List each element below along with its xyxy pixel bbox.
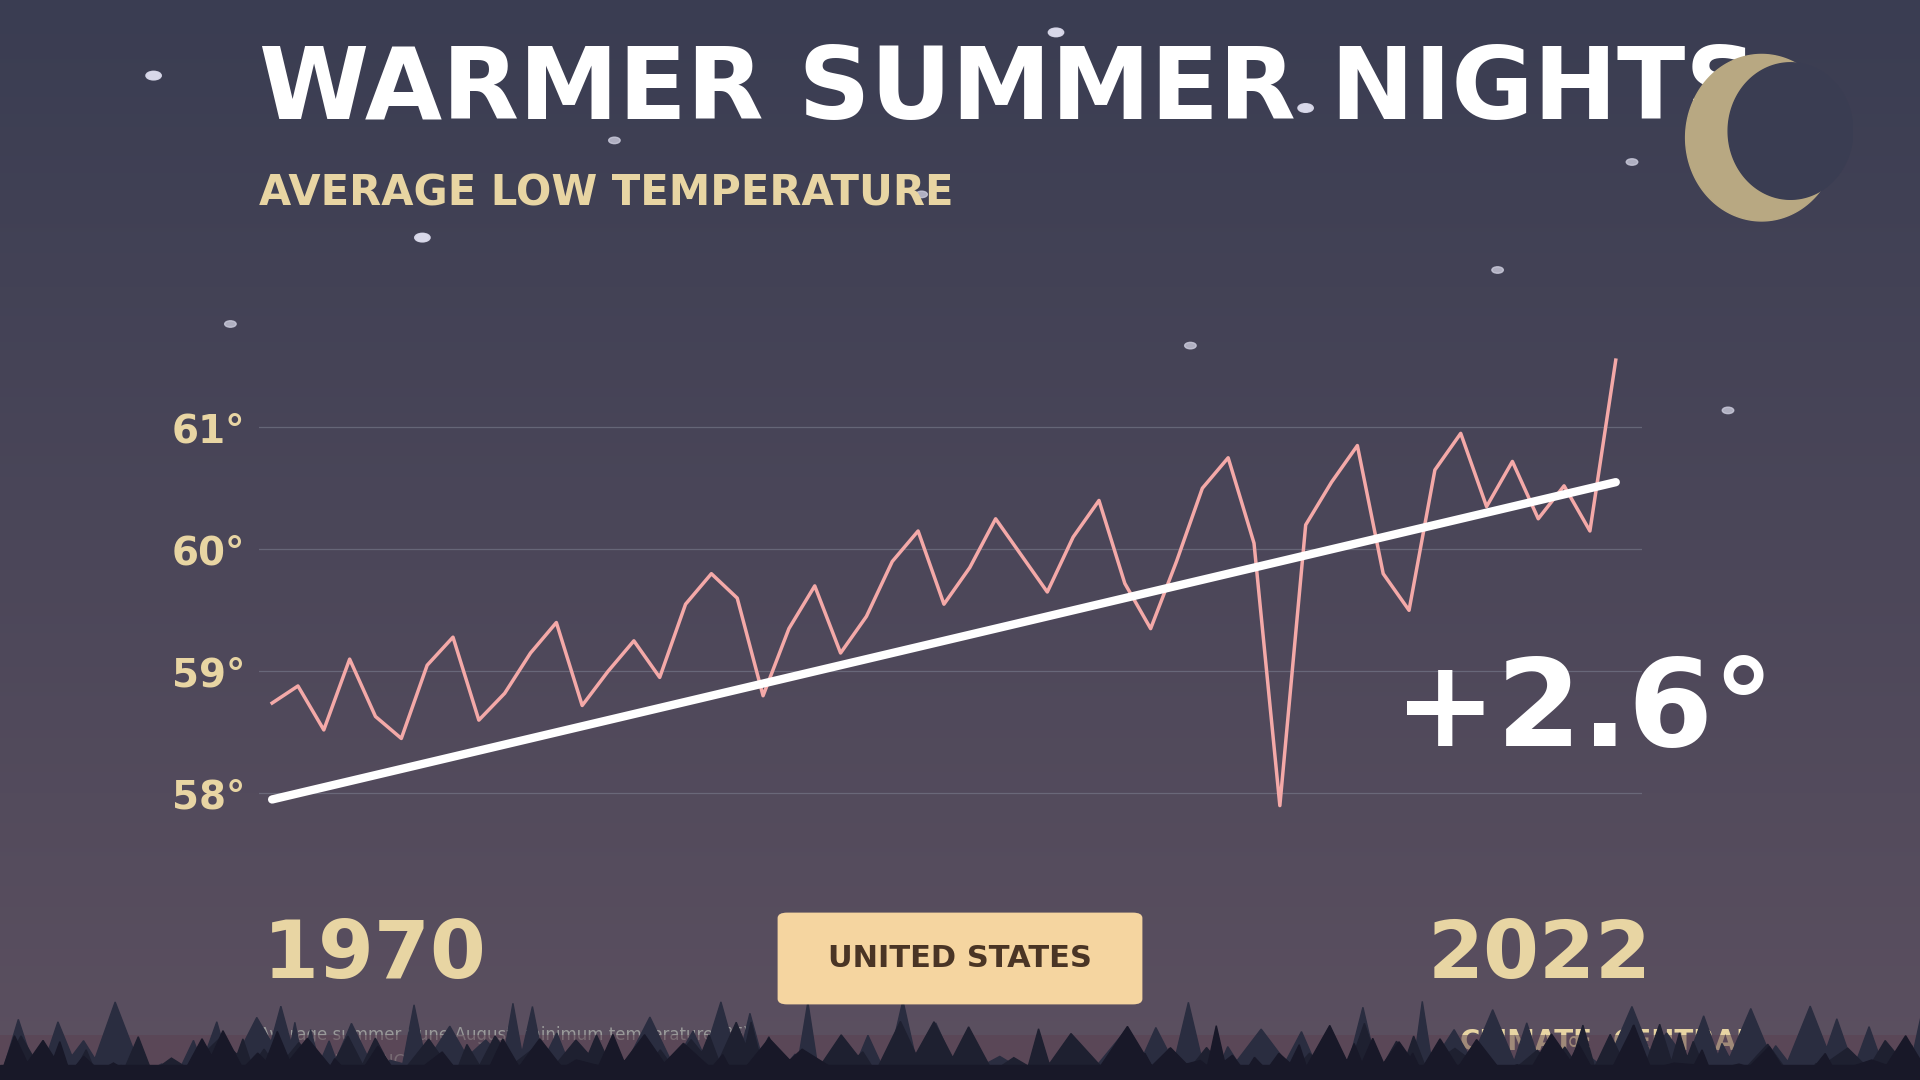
Polygon shape: [1686, 54, 1837, 221]
Text: 2022: 2022: [1427, 917, 1651, 995]
Text: UNITED STATES: UNITED STATES: [828, 944, 1092, 973]
Text: WARMER SUMMER NIGHTS: WARMER SUMMER NIGHTS: [259, 43, 1757, 140]
Text: ∞: ∞: [1565, 1028, 1592, 1057]
Polygon shape: [0, 1065, 1920, 1080]
Polygon shape: [0, 1022, 1920, 1080]
Text: 1970: 1970: [263, 917, 488, 995]
FancyBboxPatch shape: [0, 1035, 1920, 1080]
Text: +2.6°: +2.6°: [1394, 654, 1774, 771]
Text: CLIMATE: CLIMATE: [1459, 1028, 1592, 1056]
Polygon shape: [0, 1000, 1920, 1080]
Text: Average summer (June-August) minimum temperature (°F)
Source: NOAA/NCEI Climate : Average summer (June-August) minimum tem…: [259, 1026, 749, 1070]
Polygon shape: [1728, 63, 1853, 200]
Polygon shape: [0, 1030, 831, 1080]
Polygon shape: [1100, 1025, 1920, 1080]
Text: AVERAGE LOW TEMPERATURE: AVERAGE LOW TEMPERATURE: [259, 173, 954, 215]
Text: CENTRAL: CENTRAL: [1613, 1028, 1755, 1056]
